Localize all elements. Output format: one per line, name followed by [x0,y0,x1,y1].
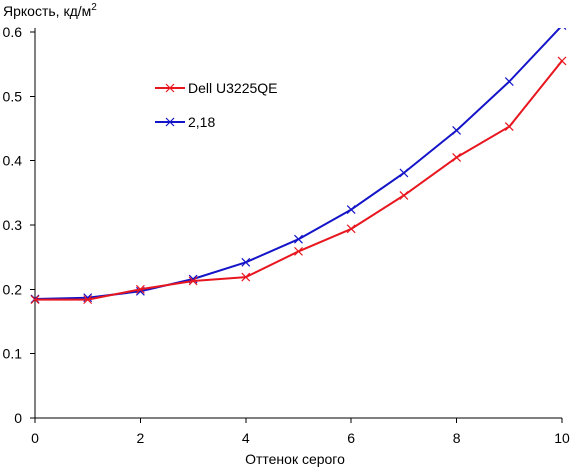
x-tick-label-4: 8 [453,430,461,446]
series-0-point-5 [294,246,303,256]
series-1-point-6 [346,205,356,214]
y-tick-label-3: 0.3 [3,217,23,233]
series-1-point-5 [294,234,303,244]
series-1-point-7 [399,168,409,178]
series-0-point-3 [188,276,198,286]
y-tick-label-5: 0.5 [3,88,23,104]
x-tick-label-0: 0 [31,430,39,446]
series-1-point-9 [504,77,514,86]
series-0-point-10 [557,56,567,66]
series-0-point-2 [135,284,145,294]
series-line-1 [34,28,562,300]
x-tick-label-5: 10 [554,430,570,446]
series-1 [30,28,567,304]
axes [34,28,562,419]
y-tick-label-0: 0 [14,410,22,426]
series-0-point-4 [241,272,251,282]
legend-label-0: Dell U3225QE [188,80,278,96]
series-0-point-9 [504,122,514,131]
y-tick-label-1: 0.1 [3,346,23,362]
legend-item-0: Dell U3225QE [155,80,278,96]
y-axis-label-text: Яркость, кд/м [3,3,91,19]
x-tick-label-1: 2 [137,430,145,446]
y-tick-label-6: 0.6 [3,24,23,40]
legend: Dell U3225QE 2,18 [155,80,278,130]
legend-item-1: 2,18 [155,114,215,130]
series-0-point-7 [399,190,409,200]
series-0-point-1 [83,295,93,305]
series-0-point-8 [452,153,462,162]
ticks [30,31,563,423]
series-0 [30,56,567,305]
series-layer [30,28,567,305]
legend-label-1: 2,18 [188,114,215,130]
series-0-point-0 [30,295,40,305]
y-axis-label: Яркость, кд/м2 [3,2,97,19]
x-tick-label-3: 6 [347,430,355,446]
series-1-point-10 [557,28,567,30]
y-tick-label-4: 0.4 [3,153,23,169]
tick-labels: 0 0.1 0.2 0.3 0.4 0.5 0.6 0 2 4 6 8 10 [3,24,570,446]
x-tick-label-2: 4 [242,430,250,446]
x-axis-label: Оттенок серого [245,451,345,467]
series-0-point-6 [346,224,356,234]
series-1-point-4 [241,257,251,267]
series-line-0 [35,60,563,301]
y-axis-label-superscript: 2 [91,2,97,13]
y-tick-label-2: 0.2 [3,281,23,297]
series-1-point-8 [452,126,462,135]
